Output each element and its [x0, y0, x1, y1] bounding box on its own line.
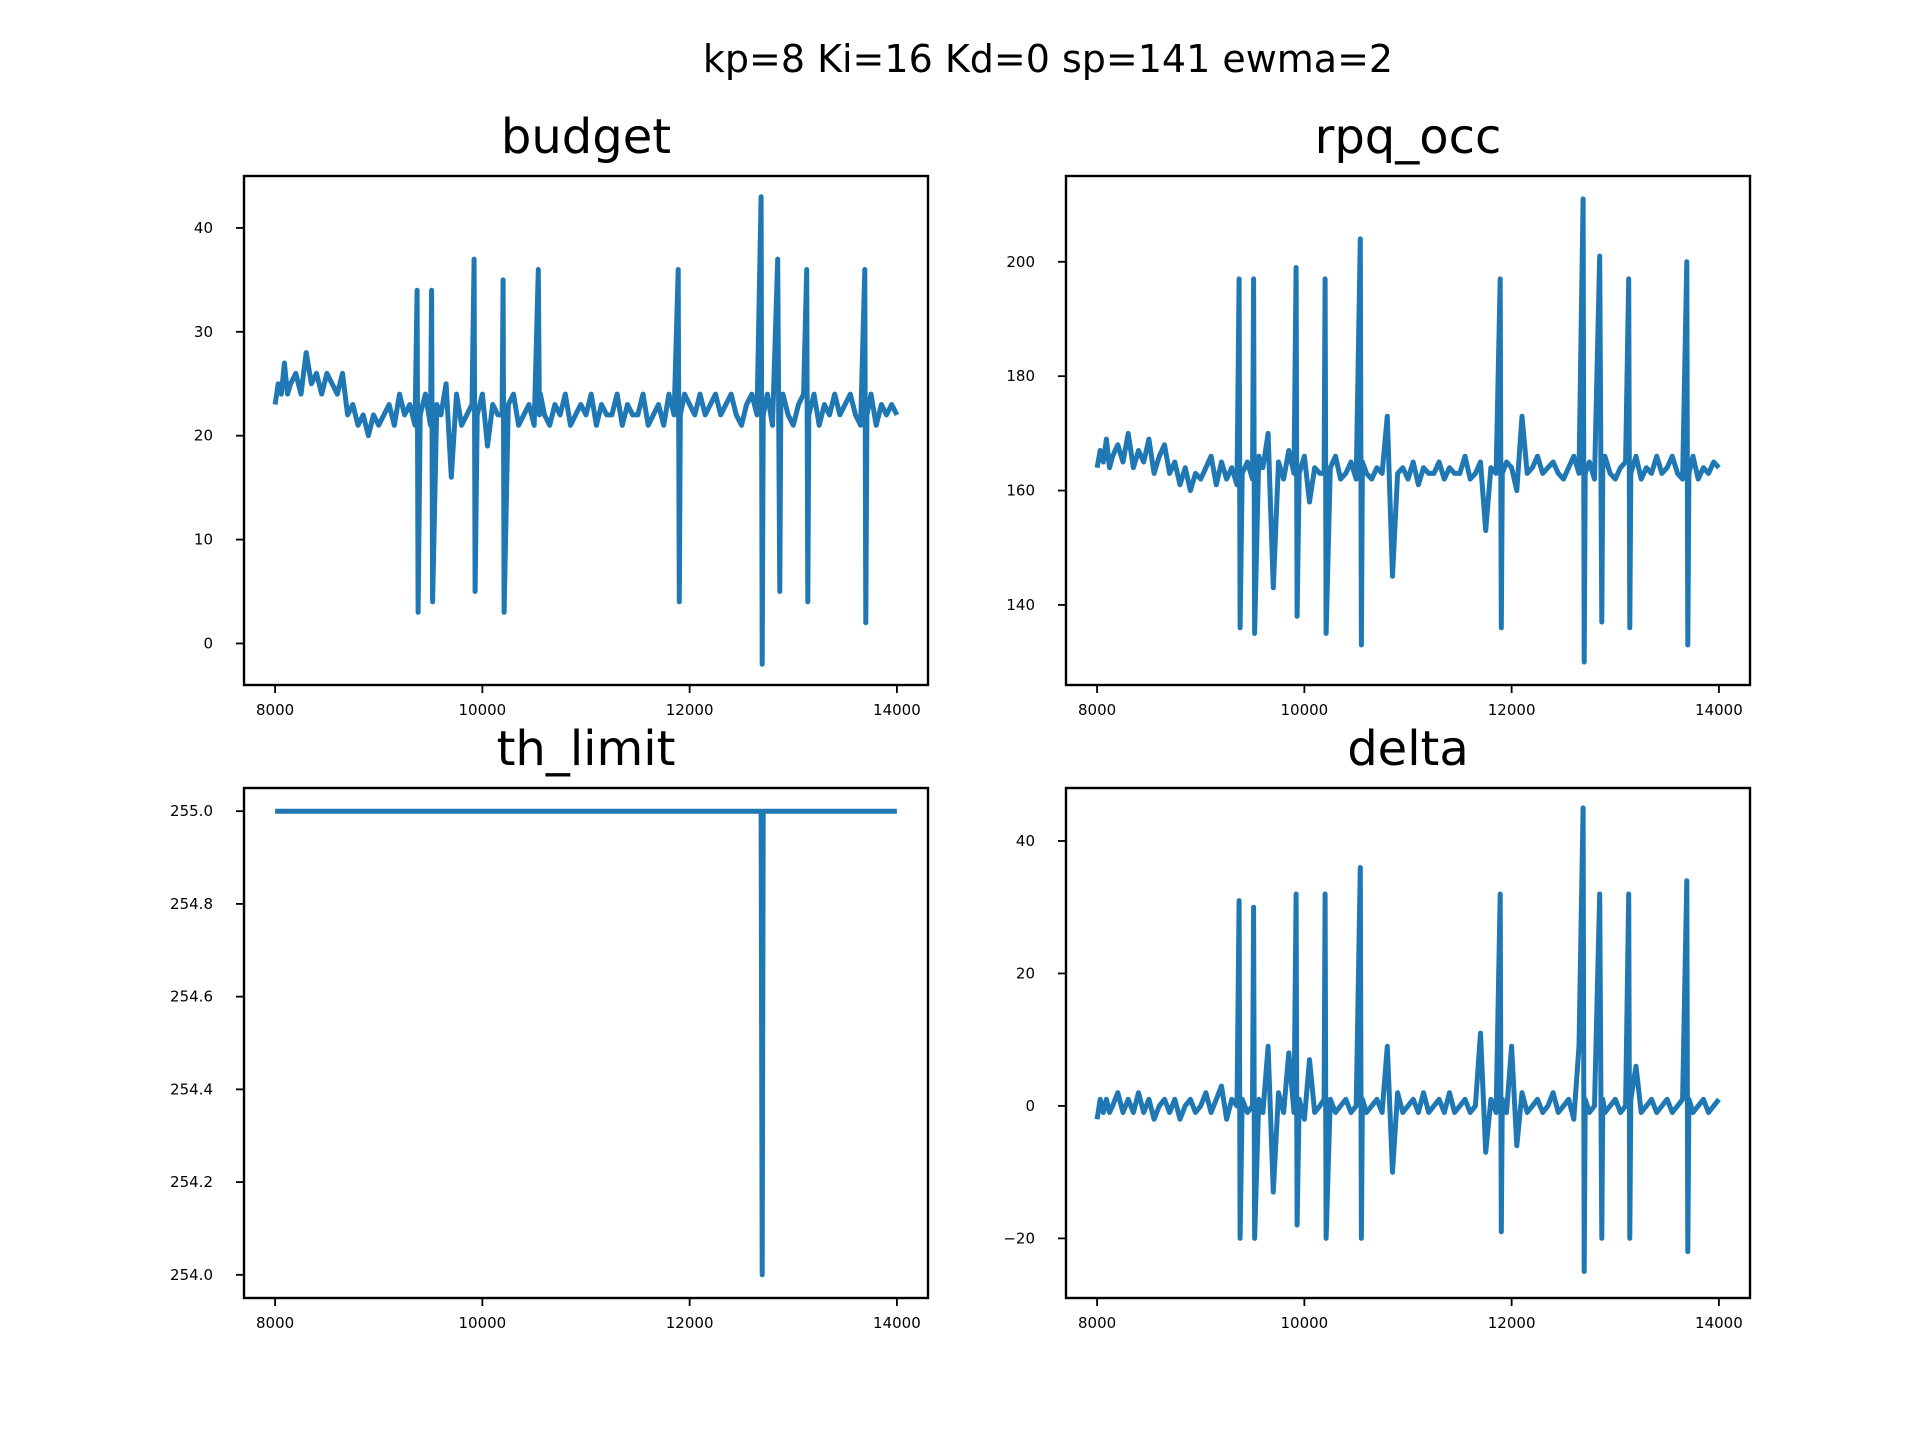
x-tick-label-budget: 10000 [459, 701, 507, 719]
y-tick-label-delta: −20 [1003, 1229, 1035, 1247]
x-tick-label-th-limit: 12000 [666, 1314, 714, 1332]
series-line-delta [1094, 805, 1721, 1274]
subplot-title-delta: delta [1347, 721, 1469, 777]
y-tick-label-th-limit: 254.4 [170, 1080, 213, 1098]
subplot-title-rpq-occ: rpq_occ [1315, 109, 1502, 165]
subplot-title-th-limit: th_limit [497, 721, 676, 777]
y-tick-label-rpq-occ: 200 [1006, 253, 1035, 271]
x-tick-label-th-limit: 8000 [256, 1314, 294, 1332]
series-line-rpq-occ [1094, 196, 1721, 665]
x-tick-label-rpq-occ: 12000 [1488, 701, 1536, 719]
x-tick-label-budget: 14000 [873, 701, 921, 719]
y-tick-label-rpq-occ: 160 [1006, 482, 1035, 500]
x-tick-label-rpq-occ: 14000 [1695, 701, 1743, 719]
series-line-budget [272, 194, 900, 667]
y-tick-label-th-limit: 254.8 [170, 895, 213, 913]
x-tick-label-delta: 8000 [1078, 1314, 1116, 1332]
y-tick-label-delta: 40 [1016, 832, 1035, 850]
subplot-th-limit: th_limit 8000 10000 12000 14000 254.0 254.2 254… [170, 721, 930, 1332]
x-tick-label-rpq-occ: 8000 [1078, 701, 1116, 719]
subplot-delta: delta 8000 10000 12000 14000 −20 0 20 40 [1003, 721, 1752, 1332]
series-line-th-limit [275, 808, 897, 1278]
y-tick-label-th-limit: 254.0 [170, 1266, 213, 1284]
y-tick-label-budget: 40 [194, 219, 213, 237]
y-tick-label-budget: 10 [194, 531, 213, 549]
x-tick-label-budget: 8000 [256, 701, 294, 719]
axes-frame-delta [1064, 786, 1752, 1300]
x-tick-label-th-limit: 14000 [873, 1314, 921, 1332]
x-tick-label-delta: 14000 [1695, 1314, 1743, 1332]
y-tick-label-budget: 30 [194, 323, 213, 341]
y-tick-label-th-limit: 254.2 [170, 1173, 213, 1191]
y-tick-label-th-limit: 254.6 [170, 988, 213, 1006]
axes-frame-rpq-occ [1064, 174, 1752, 687]
subplot-title-budget: budget [501, 109, 671, 165]
x-tick-label-th-limit: 10000 [459, 1314, 507, 1332]
y-tick-label-rpq-occ: 180 [1006, 367, 1035, 385]
y-tick-label-budget: 0 [203, 634, 213, 652]
figure-suptitle: kp=8 Ki=16 Kd=0 sp=141 ewma=2 [703, 37, 1393, 81]
axes-frame-budget [242, 174, 930, 687]
y-tick-label-delta: 20 [1016, 964, 1035, 982]
y-tick-label-th-limit: 255.0 [170, 802, 213, 820]
y-tick-label-delta: 0 [1025, 1097, 1035, 1115]
x-tick-label-rpq-occ: 10000 [1281, 701, 1329, 719]
subplot-budget: budget 8000 10000 12000 14000 0 10 20 30 40 [194, 109, 930, 719]
x-tick-label-budget: 12000 [666, 701, 714, 719]
x-tick-label-delta: 10000 [1281, 1314, 1329, 1332]
subplot-rpq-occ: rpq_occ 8000 10000 12000 14000 140 160 180 200 [1006, 109, 1752, 719]
x-tick-label-delta: 12000 [1488, 1314, 1536, 1332]
y-tick-label-budget: 20 [194, 427, 213, 445]
axes-frame-th-limit [242, 786, 930, 1300]
y-tick-label-rpq-occ: 140 [1006, 596, 1035, 614]
